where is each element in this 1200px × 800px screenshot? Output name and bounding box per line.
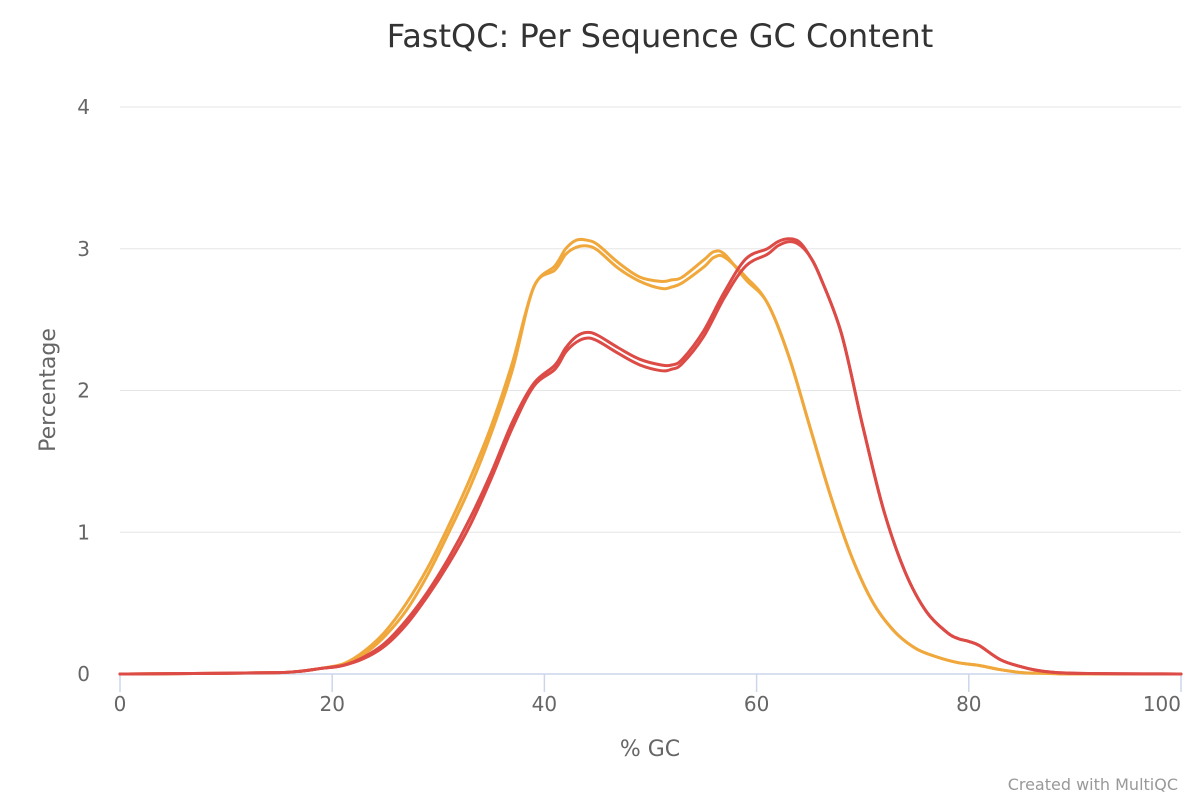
y-tick-label: 3: [77, 237, 90, 261]
y-tick-label: 4: [77, 95, 90, 119]
x-tick-label: 80: [956, 692, 981, 716]
series-line-4: [118, 240, 1183, 676]
series-lines: [118, 237, 1183, 676]
y-axis-title: Percentage: [36, 328, 61, 452]
gridlines: [120, 106, 1181, 533]
series-line-2: [118, 244, 1183, 676]
x-tick-label: 20: [319, 692, 344, 716]
x-tick-label: 40: [532, 692, 557, 716]
y-tick-label: 1: [77, 520, 90, 544]
x-axis-title: % GC: [620, 737, 680, 762]
series-line-1: [118, 237, 1183, 676]
credit-text: Created with MultiQC: [1008, 775, 1178, 794]
x-tick-label: 100: [1143, 692, 1181, 716]
series-line-3: [118, 237, 1183, 676]
y-tick-label: 0: [77, 662, 90, 686]
chart-title: FastQC: Per Sequence GC Content: [387, 17, 934, 55]
x-tick-label: 0: [114, 692, 127, 716]
y-tick-label: 2: [77, 379, 90, 403]
axes: [119, 673, 1182, 692]
x-tick-label: 60: [744, 692, 769, 716]
